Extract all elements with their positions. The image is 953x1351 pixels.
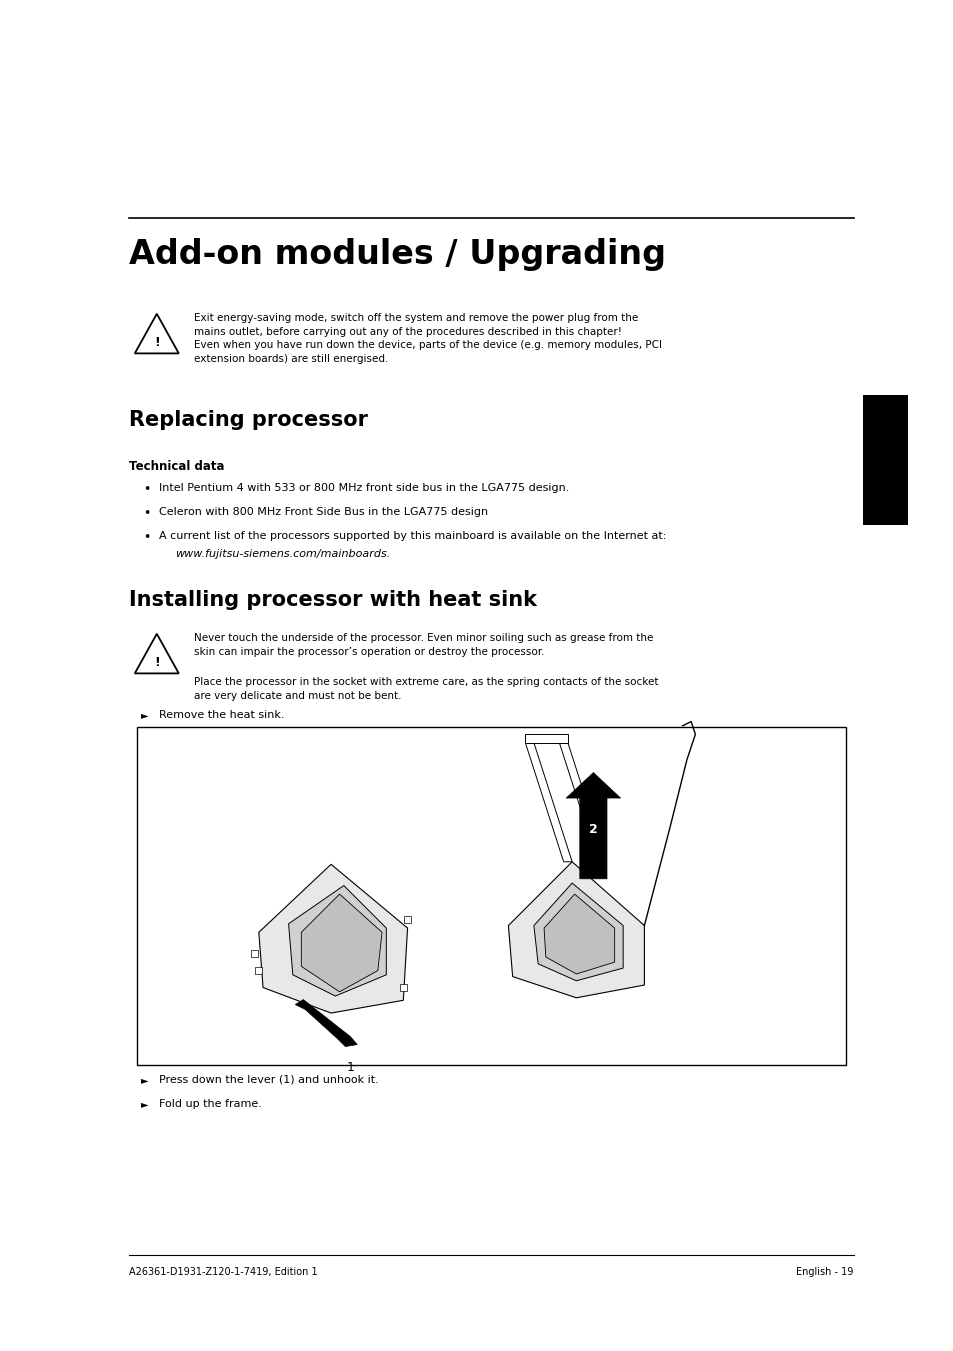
Polygon shape	[258, 865, 407, 1013]
Polygon shape	[134, 313, 178, 354]
Polygon shape	[534, 884, 622, 981]
Polygon shape	[301, 894, 381, 992]
Text: Celeron with 800 MHz Front Side Bus in the LGA775 design: Celeron with 800 MHz Front Side Bus in t…	[158, 507, 487, 517]
Text: !: !	[153, 655, 159, 669]
Text: Never touch the underside of the processor. Even minor soiling such as grease fr: Never touch the underside of the process…	[193, 634, 653, 657]
Polygon shape	[295, 1000, 357, 1047]
Bar	[136, 727, 845, 1065]
Text: Replacing processor: Replacing processor	[129, 409, 368, 430]
Text: A26361-D1931-Z120-1-7419, Edition 1: A26361-D1931-Z120-1-7419, Edition 1	[129, 1267, 317, 1277]
Text: 1: 1	[346, 1061, 354, 1074]
Text: ►: ►	[141, 1098, 148, 1109]
Text: •: •	[143, 531, 150, 544]
Polygon shape	[525, 743, 572, 862]
Text: Add-on modules / Upgrading: Add-on modules / Upgrading	[129, 238, 665, 272]
Polygon shape	[565, 773, 620, 878]
Text: •: •	[143, 507, 150, 520]
Text: !: !	[153, 336, 159, 349]
Text: ►: ►	[141, 1075, 148, 1085]
Polygon shape	[525, 735, 567, 743]
Bar	[399, 984, 406, 992]
Text: www.fujitsu-siemens.com/mainboards.: www.fujitsu-siemens.com/mainboards.	[174, 549, 390, 559]
Text: 2: 2	[588, 823, 598, 836]
Text: Fold up the frame.: Fold up the frame.	[158, 1098, 261, 1109]
Text: Place the processor in the socket with extreme care, as the spring contacts of t: Place the processor in the socket with e…	[193, 677, 658, 701]
Bar	[404, 916, 411, 923]
Text: ►: ►	[141, 711, 148, 720]
Bar	[251, 950, 257, 957]
Text: Installing processor with heat sink: Installing processor with heat sink	[129, 590, 537, 611]
Bar	[255, 967, 262, 974]
Text: English - 19: English - 19	[796, 1267, 853, 1277]
Bar	[862, 394, 907, 526]
Polygon shape	[508, 862, 643, 998]
Polygon shape	[558, 743, 605, 862]
Polygon shape	[134, 634, 178, 673]
Text: Press down the lever (1) and unhook it.: Press down the lever (1) and unhook it.	[158, 1075, 378, 1085]
Text: •: •	[143, 484, 150, 496]
Text: A current list of the processors supported by this mainboard is available on the: A current list of the processors support…	[158, 531, 665, 540]
Text: Exit energy-saving mode, switch off the system and remove the power plug from th: Exit energy-saving mode, switch off the …	[193, 313, 661, 363]
Polygon shape	[288, 885, 386, 996]
Text: Remove the heat sink.: Remove the heat sink.	[158, 711, 284, 720]
Polygon shape	[543, 894, 614, 974]
Text: Intel Pentium 4 with 533 or 800 MHz front side bus in the LGA775 design.: Intel Pentium 4 with 533 or 800 MHz fron…	[158, 484, 569, 493]
Text: Technical data: Technical data	[129, 459, 224, 473]
